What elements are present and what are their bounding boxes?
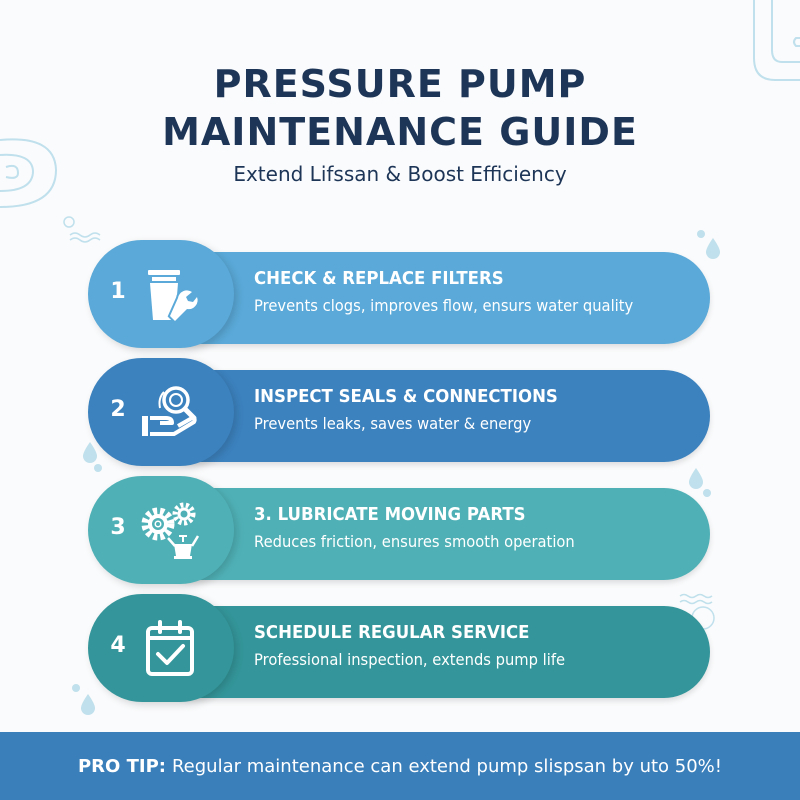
step-number: 4 [110,633,126,658]
step-number: 2 [110,397,126,422]
step-title: CHECK & REPLACE FILTERS [254,268,504,289]
calendar-check-icon [146,620,194,676]
step-number: 3 [110,515,126,540]
title-line-2: MAINTENANCE GUIDE [162,110,638,154]
step-pill [148,370,710,462]
hand-magnifier-icon [142,386,197,436]
step-bubble [88,358,234,466]
step-title: 3. LUBRICATE MOVING PARTS [254,504,526,525]
step-pill [148,488,710,580]
step-pill [148,606,710,698]
step-description: Professional inspection, extends pump li… [254,650,566,669]
pro-tip-banner: PRO TIP: Regular maintenance can extend … [0,732,800,800]
step-description: Prevents leaks, saves water & energy [254,414,532,433]
pro-tip-text: Regular maintenance can extend pump slis… [171,755,723,777]
step-pill [148,252,710,344]
title-line-1: PRESSURE PUMP [213,62,587,106]
step-1: 1 CHECK & REPLACE FILTERS Prevents clogs… [88,240,712,348]
page-subtitle: Extend Lifssan & Boost Efficiency [233,162,567,186]
step-4: 4 SCHEDULE REGULAR SERVICE Professional … [88,594,712,702]
gears-oilcan-icon [141,502,200,559]
step-description: Reduces friction, ensures smooth operati… [254,532,575,551]
step-title: SCHEDULE REGULAR SERVICE [254,622,530,643]
step-3: 3 3. LUBRICATE MOVING PARTS Reduces fric… [88,476,712,584]
page-title: PRESSURE PUMP MAINTENANCE GUIDE [0,60,800,156]
step-2: 2 INSPECT SEALS & CONNECTIONS Prevents l… [88,358,712,466]
step-bubble [88,594,234,702]
filter-wrench-icon [148,270,200,324]
step-number: 1 [110,279,126,304]
step-description: Prevents clogs, improves flow, ensurs wa… [254,296,634,315]
pro-tip-label: PRO TIP: [77,755,166,777]
step-title: INSPECT SEALS & CONNECTIONS [254,386,558,407]
